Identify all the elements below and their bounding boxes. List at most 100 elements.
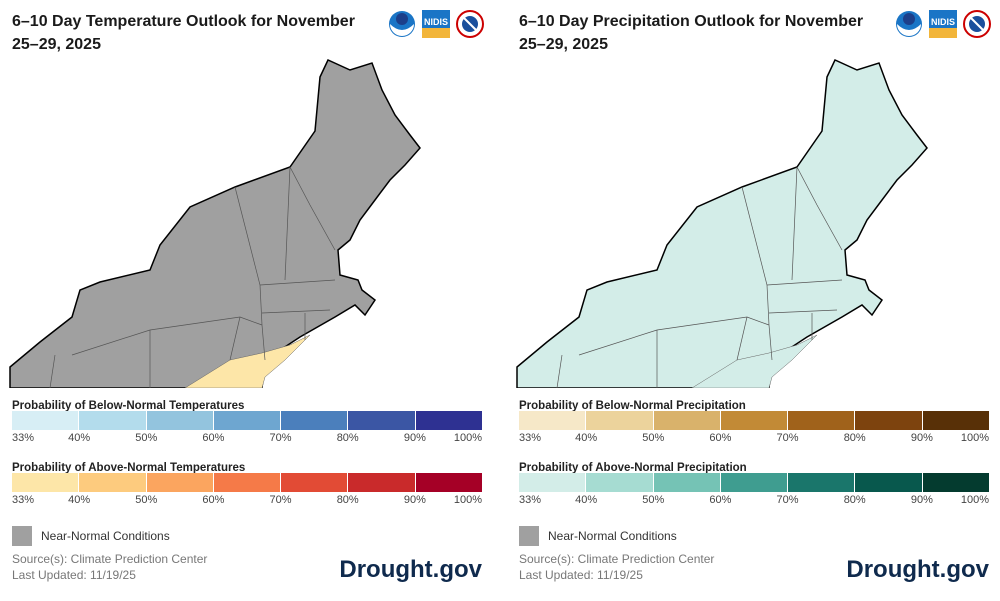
color-swatch (720, 473, 788, 492)
precipitation-panel: 6–10 Day Precipitation Outlook for Novem… (507, 0, 997, 601)
tick-label: 33% (12, 494, 35, 506)
tick-label: 100% (960, 432, 989, 444)
color-swatch (213, 411, 281, 430)
nidis-logo-icon: NIDIS (929, 10, 957, 38)
legend_below-color-bar (12, 411, 482, 430)
panel-title: 6–10 Day Precipitation Outlook for Novem… (519, 13, 864, 53)
near-normal-label: Near-Normal Conditions (41, 529, 170, 543)
legend_above-legend-title: Probability of Above-Normal Precipitatio… (519, 462, 747, 474)
tick-label: 100% (960, 494, 989, 506)
tick-label: 33% (519, 432, 542, 444)
legend_above-color-bar (519, 473, 989, 492)
color-swatch (855, 411, 922, 430)
color-swatch (586, 473, 653, 492)
source-text: Source(s): Climate Prediction Center (519, 552, 715, 566)
state-borders (49, 166, 336, 388)
drought-gov-logo[interactable]: Drought.gov (339, 556, 482, 583)
tick-label: 90% (403, 494, 426, 506)
temperature-panel: 6–10 Day Temperature Outlook for Novembe… (0, 0, 490, 601)
tick-label: 70% (269, 494, 292, 506)
tick-label: 90% (910, 494, 933, 506)
logos: NIDIS (895, 10, 991, 38)
color-swatch (348, 473, 415, 492)
tick-label: 70% (776, 494, 799, 506)
drought-gov-logo[interactable]: Drought.gov (846, 556, 989, 583)
tick-label: 80% (336, 494, 359, 506)
color-swatch (12, 411, 79, 430)
outlook-patch (184, 334, 311, 388)
color-swatch (281, 411, 348, 430)
legend_below-legend-title: Probability of Below-Normal Temperatures (12, 400, 245, 412)
updated-text: Last Updated: 11/19/25 (12, 568, 136, 582)
tick-label: 100% (453, 432, 482, 444)
color-swatch (415, 473, 482, 492)
tick-label: 60% (202, 494, 225, 506)
nidis-logo-icon: NIDIS (422, 10, 450, 38)
updated-text: Last Updated: 11/19/25 (519, 568, 643, 582)
noaa-logo-icon (389, 11, 415, 37)
tick-label: 80% (843, 432, 866, 444)
tick-label: 70% (269, 432, 292, 444)
tick-label: 80% (843, 494, 866, 506)
color-swatch (855, 473, 922, 492)
tick-label: 50% (642, 494, 665, 506)
northeast-region (9, 59, 421, 388)
tick-label: 33% (12, 432, 35, 444)
color-swatch (146, 473, 213, 492)
legend_above-color-bar (12, 473, 482, 492)
northeast-region (516, 59, 928, 388)
color-swatch (519, 411, 586, 430)
tick-label: 50% (642, 432, 665, 444)
color-swatch (720, 411, 788, 430)
color-swatch (213, 473, 281, 492)
color-swatch (922, 411, 989, 430)
tick-label: 90% (910, 432, 933, 444)
tick-label: 40% (68, 432, 91, 444)
tick-label: 50% (135, 432, 158, 444)
tick-label: 60% (202, 432, 225, 444)
logos: NIDIS (388, 10, 484, 38)
noaa-logo-icon (896, 11, 922, 37)
nws-logo-icon (456, 10, 484, 38)
legend_below-color-bar (519, 411, 989, 430)
color-swatch (281, 473, 348, 492)
color-swatch (79, 411, 146, 430)
legend_above-legend-title: Probability of Above-Normal Temperatures (12, 462, 246, 474)
tick-label: 33% (519, 494, 542, 506)
near-normal-label: Near-Normal Conditions (548, 529, 677, 543)
near-normal-swatch (519, 526, 539, 546)
near-normal-swatch (12, 526, 32, 546)
tick-label: 70% (776, 432, 799, 444)
tick-label: 90% (403, 432, 426, 444)
tick-label: 40% (575, 432, 598, 444)
tick-label: 60% (709, 432, 732, 444)
color-swatch (788, 411, 855, 430)
color-swatch (586, 411, 653, 430)
legend_below-ticks: 33% 40% 50% 60% 70% 80% 90% 100% (519, 432, 989, 446)
tick-label: 40% (575, 494, 598, 506)
color-swatch (146, 411, 213, 430)
legend_below-ticks: 33% 40% 50% 60% 70% 80% 90% 100% (12, 432, 482, 446)
color-swatch (653, 411, 720, 430)
color-swatch (519, 473, 586, 492)
color-swatch (922, 473, 989, 492)
legend_below-legend-title: Probability of Below-Normal Precipitatio… (519, 400, 746, 412)
svg-text:NIDIS: NIDIS (424, 17, 448, 27)
tick-label: 50% (135, 494, 158, 506)
legend_above-ticks: 33% 40% 50% 60% 70% 80% 90% 100% (12, 494, 482, 508)
tick-label: 100% (453, 494, 482, 506)
nws-logo-icon (963, 10, 991, 38)
svg-text:NIDIS: NIDIS (931, 17, 955, 27)
outlook-map (9, 59, 421, 388)
color-swatch (12, 473, 79, 492)
color-swatch (79, 473, 146, 492)
color-swatch (788, 473, 855, 492)
tick-label: 80% (336, 432, 359, 444)
color-swatch (348, 411, 415, 430)
legend_above-ticks: 33% 40% 50% 60% 70% 80% 90% 100% (519, 494, 989, 508)
panel-title: 6–10 Day Temperature Outlook for Novembe… (12, 13, 355, 53)
color-swatch (653, 473, 720, 492)
tick-label: 60% (709, 494, 732, 506)
tick-label: 40% (68, 494, 91, 506)
color-swatch (415, 411, 482, 430)
